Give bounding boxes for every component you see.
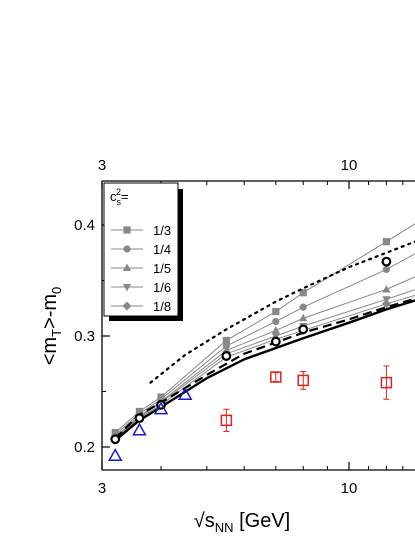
open-square-point xyxy=(297,374,309,387)
x-tick-label-top: 10 xyxy=(341,157,358,174)
y-tick-label: 0.3 xyxy=(74,328,95,345)
y-tick-label: 0.4 xyxy=(74,217,95,234)
axis-tick-labels: 3 3 10 10 0.2 0.3 0.4 xyxy=(74,157,357,497)
legend-items: 1/3 1/4 1/5 1/6 1/8 xyxy=(111,223,171,314)
legend: cs2= 1/3 1/4 1/5 1/6 1/8 xyxy=(103,182,183,321)
open-triangle-point xyxy=(107,448,123,462)
data-point-cs2-1-3 xyxy=(272,307,280,316)
axis-ticks xyxy=(101,181,404,470)
data-point-cs2-1-8 xyxy=(381,299,391,309)
data-point-cs2-1-5 xyxy=(299,313,308,322)
series-line-cs2-1-5 xyxy=(114,276,415,438)
legend-label: 1/3 xyxy=(153,223,171,238)
x-tick-label-bottom: 3 xyxy=(98,480,106,497)
data-point-cs2-1-3 xyxy=(299,289,307,297)
data-point-cs2-1-4 xyxy=(382,265,391,273)
x-tick-label-top: 3 xyxy=(98,157,106,174)
data-point-cs2-1-4 xyxy=(272,317,280,326)
y-axis-title: <mT>-m0 xyxy=(39,287,64,366)
x-axis-title: √sNN [GeV] xyxy=(194,510,290,535)
open-circle-point xyxy=(221,351,232,361)
legend-label: 1/8 xyxy=(153,299,171,314)
open-triangle-point xyxy=(153,401,169,415)
open-square-point xyxy=(220,414,233,427)
legend-label: 1/4 xyxy=(153,242,171,257)
open-triangle-point xyxy=(177,387,193,400)
open-circle-point xyxy=(270,336,281,347)
open-circle-point xyxy=(381,256,392,267)
legend-marker xyxy=(123,245,131,253)
data-point-cs2-1-5 xyxy=(271,326,280,334)
series-line-cs2-1-3 xyxy=(114,223,415,433)
legend-marker xyxy=(122,283,132,292)
legend-label: 1/5 xyxy=(153,261,171,276)
open-circle-point xyxy=(110,434,121,445)
data-point-cs2-1-4 xyxy=(222,342,230,350)
data-point-cs2-1-5 xyxy=(382,285,391,293)
data-point-cs2-1-4 xyxy=(299,303,307,311)
legend-title: cs2= xyxy=(110,187,129,207)
data-point-cs2-1-3 xyxy=(222,336,230,345)
solid-curve xyxy=(114,299,415,442)
series-line-cs2-1-4 xyxy=(114,253,415,436)
series-layer xyxy=(107,223,415,462)
open-circle-point xyxy=(134,413,145,424)
legend-marker xyxy=(123,226,131,234)
open-circle-point xyxy=(298,324,309,335)
legend-label: 1/6 xyxy=(153,280,171,295)
open-square-point xyxy=(270,371,282,383)
data-point-cs2-1-3 xyxy=(382,238,391,246)
open-square-point xyxy=(380,376,393,389)
legend-marker xyxy=(122,263,132,272)
x-tick-label-bottom: 10 xyxy=(341,480,358,497)
y-tick-label: 0.2 xyxy=(74,439,95,456)
open-triangle-point xyxy=(132,422,147,436)
dashed-curve xyxy=(114,297,415,439)
legend-marker xyxy=(122,301,132,311)
